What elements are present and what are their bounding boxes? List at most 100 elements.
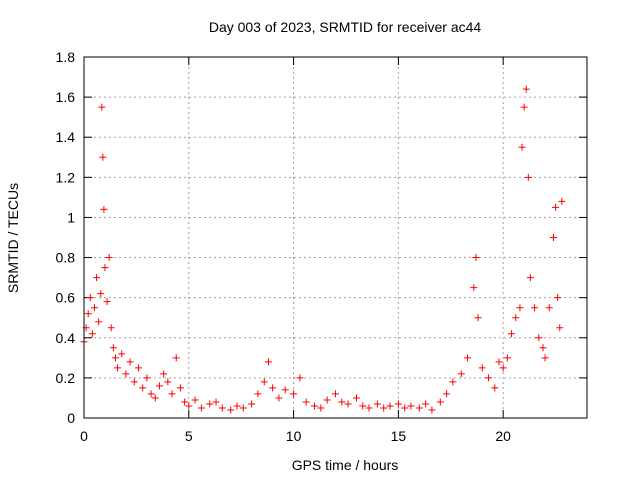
data-point (281, 386, 289, 394)
data-point (160, 370, 168, 378)
data-point (99, 153, 107, 161)
data-point (549, 234, 557, 241)
data-point (147, 390, 155, 398)
data-point (344, 400, 352, 408)
data-point (428, 406, 436, 414)
data-point (380, 404, 388, 412)
data-point (105, 254, 113, 262)
data-point (151, 394, 159, 402)
data-point (191, 396, 199, 404)
data-point (86, 294, 94, 302)
y-tick-label: 1.8 (56, 49, 76, 65)
data-point (556, 324, 564, 332)
data-point (168, 390, 176, 398)
data-point (311, 402, 319, 410)
y-tick-label: 0.8 (56, 250, 76, 266)
y-tick-label: 1.4 (56, 129, 76, 145)
data-point (185, 402, 193, 410)
y-tick-label: 0.4 (56, 330, 76, 346)
y-tick-label: 1.6 (56, 89, 76, 105)
data-point (470, 284, 478, 292)
data-point (88, 330, 96, 338)
data-point (317, 404, 325, 412)
data-point (176, 384, 184, 392)
y-tick-label: 0.6 (56, 290, 76, 306)
plot-border (83, 56, 588, 419)
data-point (491, 384, 499, 392)
chart-title: Day 003 of 2023, SRMTID for receiver ac4… (209, 19, 482, 35)
data-point (264, 358, 272, 366)
data-point (134, 364, 142, 372)
data-point (181, 398, 189, 406)
data-point (118, 350, 126, 358)
data-point (93, 274, 101, 282)
data-point (394, 400, 402, 408)
data-point (531, 304, 539, 312)
data-point (260, 378, 268, 386)
data-point (503, 354, 511, 362)
data-point (290, 390, 298, 398)
y-tick-label: 1.2 (56, 169, 76, 185)
data-point (100, 205, 108, 213)
data-point (373, 400, 381, 408)
x-axis-label: GPS time / hours (292, 457, 399, 473)
x-tick-label: 5 (185, 428, 193, 444)
data-point (495, 358, 503, 366)
data-point (323, 396, 331, 404)
data-point (464, 354, 472, 362)
data-point (484, 374, 492, 382)
data-point (254, 390, 262, 398)
data-point (518, 143, 526, 151)
data-point (239, 404, 247, 412)
data-point (359, 402, 367, 410)
data-point (508, 330, 516, 338)
data-point (143, 374, 151, 382)
data-point (522, 85, 530, 93)
data-point (206, 400, 214, 408)
y-axis-label: SRMTID / TECUs (5, 183, 21, 293)
data-point (155, 382, 163, 390)
y-tick-label: 1 (67, 209, 75, 225)
data-point (443, 390, 451, 398)
data-point (139, 384, 147, 392)
tick-labels: 0 0.2 0.4 0.6 0.8 1 1.2 1.4 1.6 1.8 0 5 10 15 20 (56, 49, 512, 444)
data-point (275, 394, 283, 402)
data-point (164, 378, 172, 386)
data-point (535, 334, 543, 342)
data-point (554, 294, 562, 302)
data-point (478, 364, 486, 372)
data-point (212, 398, 220, 406)
data-point (539, 344, 547, 352)
data-point (302, 398, 310, 406)
y-tick-label: 0.2 (56, 370, 76, 386)
data-point (111, 354, 119, 362)
data-point (524, 173, 532, 181)
data-point (248, 400, 256, 408)
y-tick-label: 0 (67, 410, 75, 426)
data-point (449, 378, 457, 386)
data-point (457, 370, 465, 378)
data-point (516, 304, 524, 312)
data-point (98, 103, 106, 111)
data-point (401, 404, 409, 412)
x-tick-label: 15 (391, 428, 407, 444)
data-point (197, 404, 205, 412)
data-point (114, 364, 122, 372)
x-tick-label: 10 (286, 428, 302, 444)
data-point (101, 264, 109, 272)
x-tick-label: 0 (80, 428, 88, 444)
data-point (126, 358, 134, 366)
data-point (512, 314, 520, 322)
data-point (415, 404, 423, 412)
data-points (80, 85, 566, 414)
data-point (552, 203, 560, 211)
data-point (545, 304, 553, 312)
data-point (436, 398, 444, 406)
grid (84, 57, 587, 418)
data-point (97, 290, 105, 298)
data-point (109, 344, 117, 352)
x-tick-label: 20 (495, 428, 511, 444)
data-point (338, 398, 346, 406)
data-point (541, 354, 549, 362)
